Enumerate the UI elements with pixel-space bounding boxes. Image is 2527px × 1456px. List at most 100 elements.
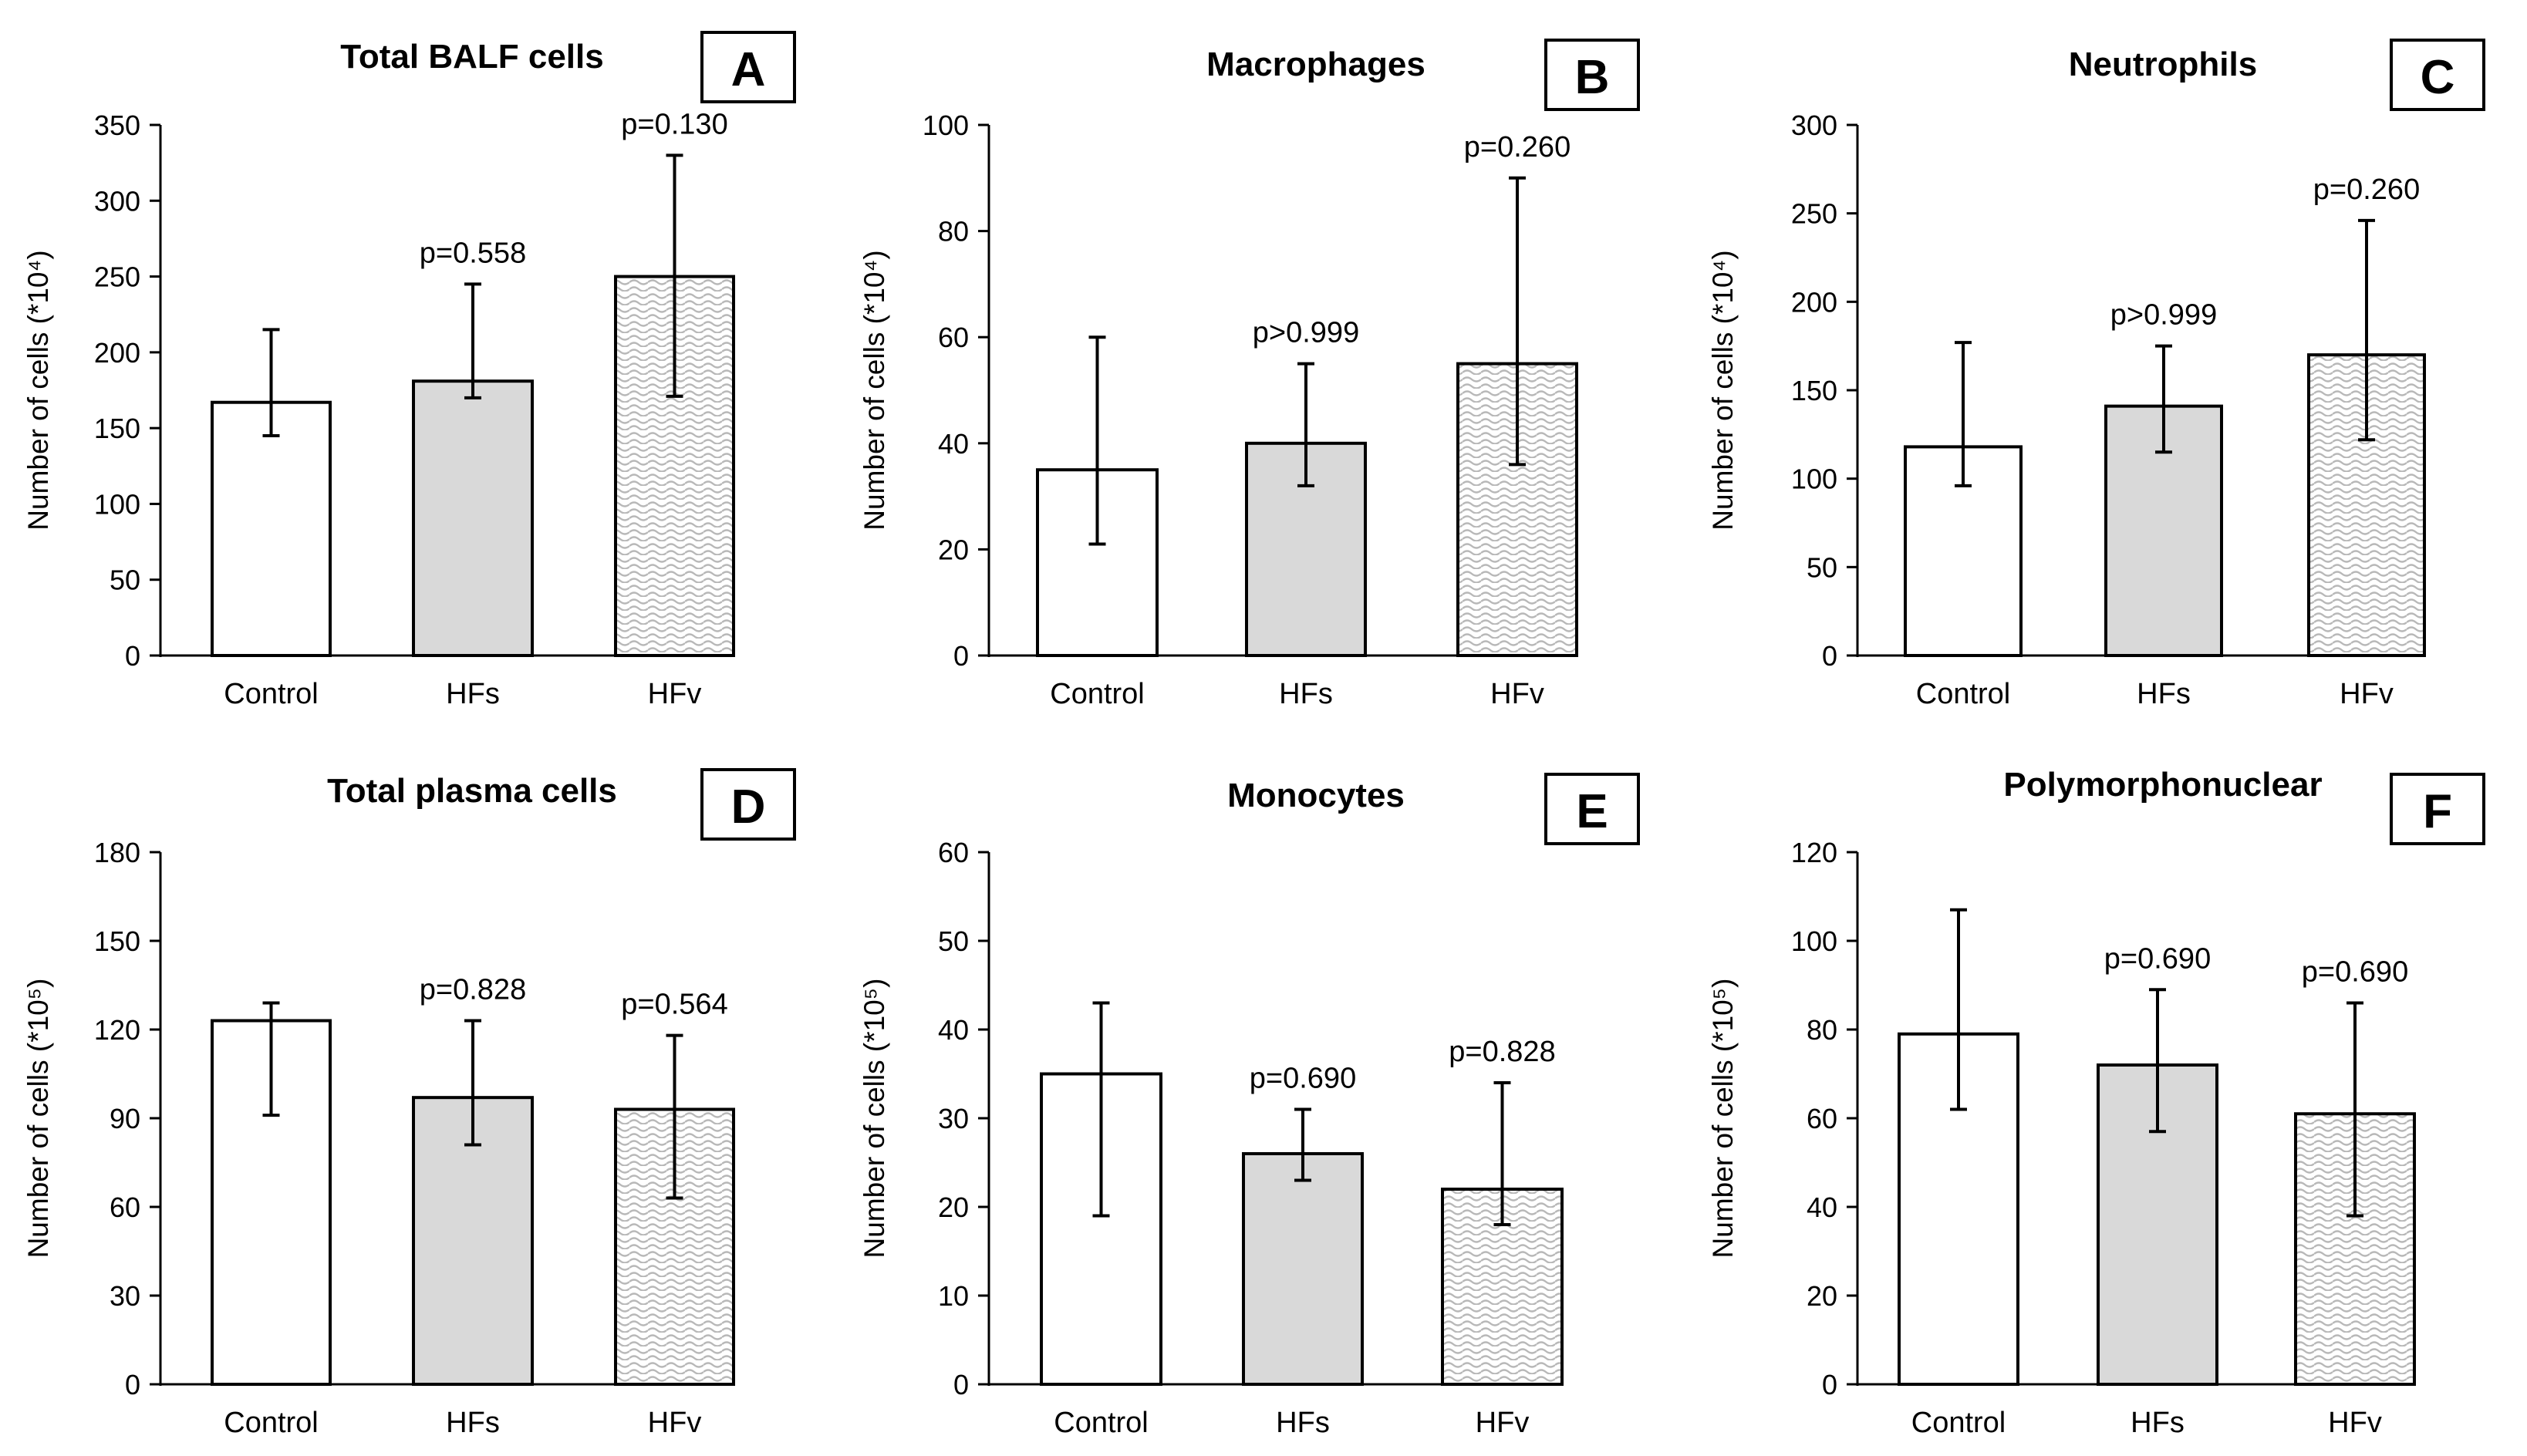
panel-b-ytick-label: 40 (938, 428, 969, 460)
panel-e-title: Monocytes (1227, 777, 1405, 814)
panel-f-ytick-label: 20 (1807, 1280, 1837, 1312)
panel-d-ytick-label: 30 (110, 1280, 140, 1312)
panel-d-pvalue-hfs: p=0.828 (420, 974, 526, 1006)
panel-a-ytick-label: 200 (94, 337, 140, 369)
panel-e-ytick-label: 40 (938, 1014, 969, 1046)
panel-b-ytick-label: 60 (938, 322, 969, 353)
panel-d-ytick-label: 90 (110, 1103, 140, 1134)
panel-a-category-label: HFs (446, 678, 500, 710)
panel-f-ylabel: Number of cells (*10⁵) (1707, 979, 1739, 1259)
panel-b-ytick-label: 0 (953, 640, 969, 672)
panel-c-pvalue-hfs: p>0.999 (2110, 299, 2217, 332)
panel-d-ytick-label: 0 (125, 1369, 140, 1400)
panel-a-ytick-label: 100 (94, 488, 140, 520)
panel-e-category-label: HFv (1476, 1407, 1530, 1439)
panel-b-ylabel: Number of cells (*10⁴) (859, 250, 890, 530)
panel-d: Total plasma cells D 0 30 60 90 120 150 180 Numbe… (22, 768, 796, 1439)
panel-f-title: Polymorphonuclear (2003, 766, 2322, 804)
panel-e-letter: E (1576, 785, 1608, 838)
panel-f-ytick-label: 60 (1807, 1103, 1837, 1134)
panel-b-title: Macrophages (1206, 46, 1425, 83)
panel-c-ytick-label: 50 (1807, 551, 1837, 583)
panel-e: Monocytes E 0 10 20 30 40 50 60 Number of cells (… (859, 773, 1640, 1439)
panel-a-ylabel: Number of cells (*10⁴) (22, 250, 54, 530)
panel-e-ytick-label: 60 (938, 837, 969, 868)
panel-d-letter-box (700, 768, 796, 841)
panel-a-ytick-label: 350 (94, 110, 140, 141)
panel-f-ytick-label: 100 (1791, 925, 1837, 957)
panel-f-ytick-label: 0 (1822, 1369, 1837, 1400)
panel-d-category-label: HFs (446, 1407, 500, 1439)
panel-c-category-label: HFs (2137, 678, 2191, 710)
panel-b-ytick-label: 100 (923, 110, 969, 141)
panel-a-letter-box (700, 31, 796, 103)
panel-c-category-label: HFv (2340, 678, 2394, 710)
panel-a-pvalue-hfv: p=0.130 (621, 108, 727, 140)
panel-a-category-label: Control (224, 678, 319, 710)
panel-d-pvalue-hfv: p=0.564 (621, 989, 727, 1021)
panel-d-ytick-label: 120 (94, 1014, 140, 1046)
panel-a-pvalue-hfs: p=0.558 (420, 237, 526, 269)
panel-c-letter: C (2421, 51, 2455, 104)
panel-b-category-label: HFs (1279, 678, 1333, 710)
panel-e-ylabel: Number of cells (*10⁵) (859, 979, 890, 1259)
panel-c-ylabel: Number of cells (*10⁴) (1707, 250, 1739, 530)
panel-d-ytick-label: 60 (110, 1191, 140, 1223)
panel-a-ytick-label: 300 (94, 185, 140, 217)
panel-e-pvalue-hfv: p=0.828 (1449, 1036, 1555, 1068)
panel-b-ytick-label: 80 (938, 216, 969, 248)
panel-b-pvalue-hfs: p>0.999 (1253, 317, 1359, 349)
panel-e-category-label: HFs (1276, 1407, 1330, 1439)
panel-f-category-label: Control (1911, 1407, 2006, 1439)
panel-a: Total BALF cells A 0 50 100 150 200 250 300 350 Nu… (22, 31, 796, 710)
panel-e-ytick-label: 30 (938, 1103, 969, 1134)
panel-f-letter: F (2423, 785, 2452, 838)
panel-c-ytick-label: 100 (1791, 463, 1837, 495)
panel-c-ytick-label: 150 (1791, 375, 1837, 406)
panel-e-category-label: Control (1054, 1407, 1149, 1439)
panel-e-pvalue-hfs: p=0.690 (1250, 1063, 1356, 1095)
panel-a-ytick-label: 150 (94, 413, 140, 444)
panel-c-ytick-label: 250 (1791, 198, 1837, 230)
panel-a-ytick-label: 0 (125, 640, 140, 672)
panel-b: Macrophages B 0 20 40 60 80 100 Number of cells … (859, 39, 1640, 710)
panel-d-category-label: HFv (648, 1407, 702, 1439)
panel-e-ytick-label: 10 (938, 1280, 969, 1312)
panel-c-category-label: Control (1916, 678, 2011, 710)
panel-d-category-label: Control (224, 1407, 319, 1439)
panel-c-ytick-label: 0 (1822, 640, 1837, 672)
panel-a-ytick-label: 250 (94, 261, 140, 293)
panel-a-title: Total BALF cells (340, 38, 603, 76)
panel-c-ytick-label: 200 (1791, 286, 1837, 318)
panel-d-letter: D (731, 780, 766, 834)
panel-e-ytick-label: 20 (938, 1191, 969, 1223)
panel-a-ytick-label: 50 (110, 565, 140, 596)
panel-b-category-label: HFv (1490, 678, 1544, 710)
panel-d-ytick-label: 150 (94, 925, 140, 957)
panel-c: Neutrophils C 0 50 100 150 200 250 300 Number of … (1707, 39, 2485, 710)
panel-c-pvalue-hfv: p=0.260 (2313, 174, 2420, 206)
panel-f-letter-box (2390, 773, 2485, 845)
panel-a-letter: A (731, 43, 766, 96)
panel-f-ytick-label: 80 (1807, 1014, 1837, 1046)
panel-f-pvalue-hfs: p=0.690 (2104, 942, 2211, 975)
panel-f-ytick-label: 120 (1791, 837, 1837, 868)
panel-d-ytick-label: 180 (94, 837, 140, 868)
panel-b-letter-box (1544, 39, 1640, 111)
panel-c-title: Neutrophils (2069, 46, 2257, 83)
panel-f-category-label: HFs (2131, 1407, 2185, 1439)
panel-a-category-label: HFv (648, 678, 702, 710)
panel-b-category-label: Control (1050, 678, 1145, 710)
panel-d-title: Total plasma cells (327, 772, 617, 810)
panel-f-category-label: HFv (2328, 1407, 2382, 1439)
panel-c-letter-box (2390, 39, 2485, 111)
panel-e-bar-hfs (1242, 1152, 1364, 1386)
panel-e-ytick-label: 0 (953, 1369, 969, 1400)
panel-f-pvalue-hfv: p=0.690 (2302, 956, 2408, 989)
panel-a-bar-hfs (412, 379, 534, 657)
panel-b-ytick-label: 20 (938, 534, 969, 565)
panel-b-pvalue-hfv: p=0.260 (1464, 131, 1571, 163)
panels-layer: Total BALF cells A050100150200250300350Nu… (22, 31, 2485, 1439)
panel-a-bar-control (211, 400, 332, 657)
